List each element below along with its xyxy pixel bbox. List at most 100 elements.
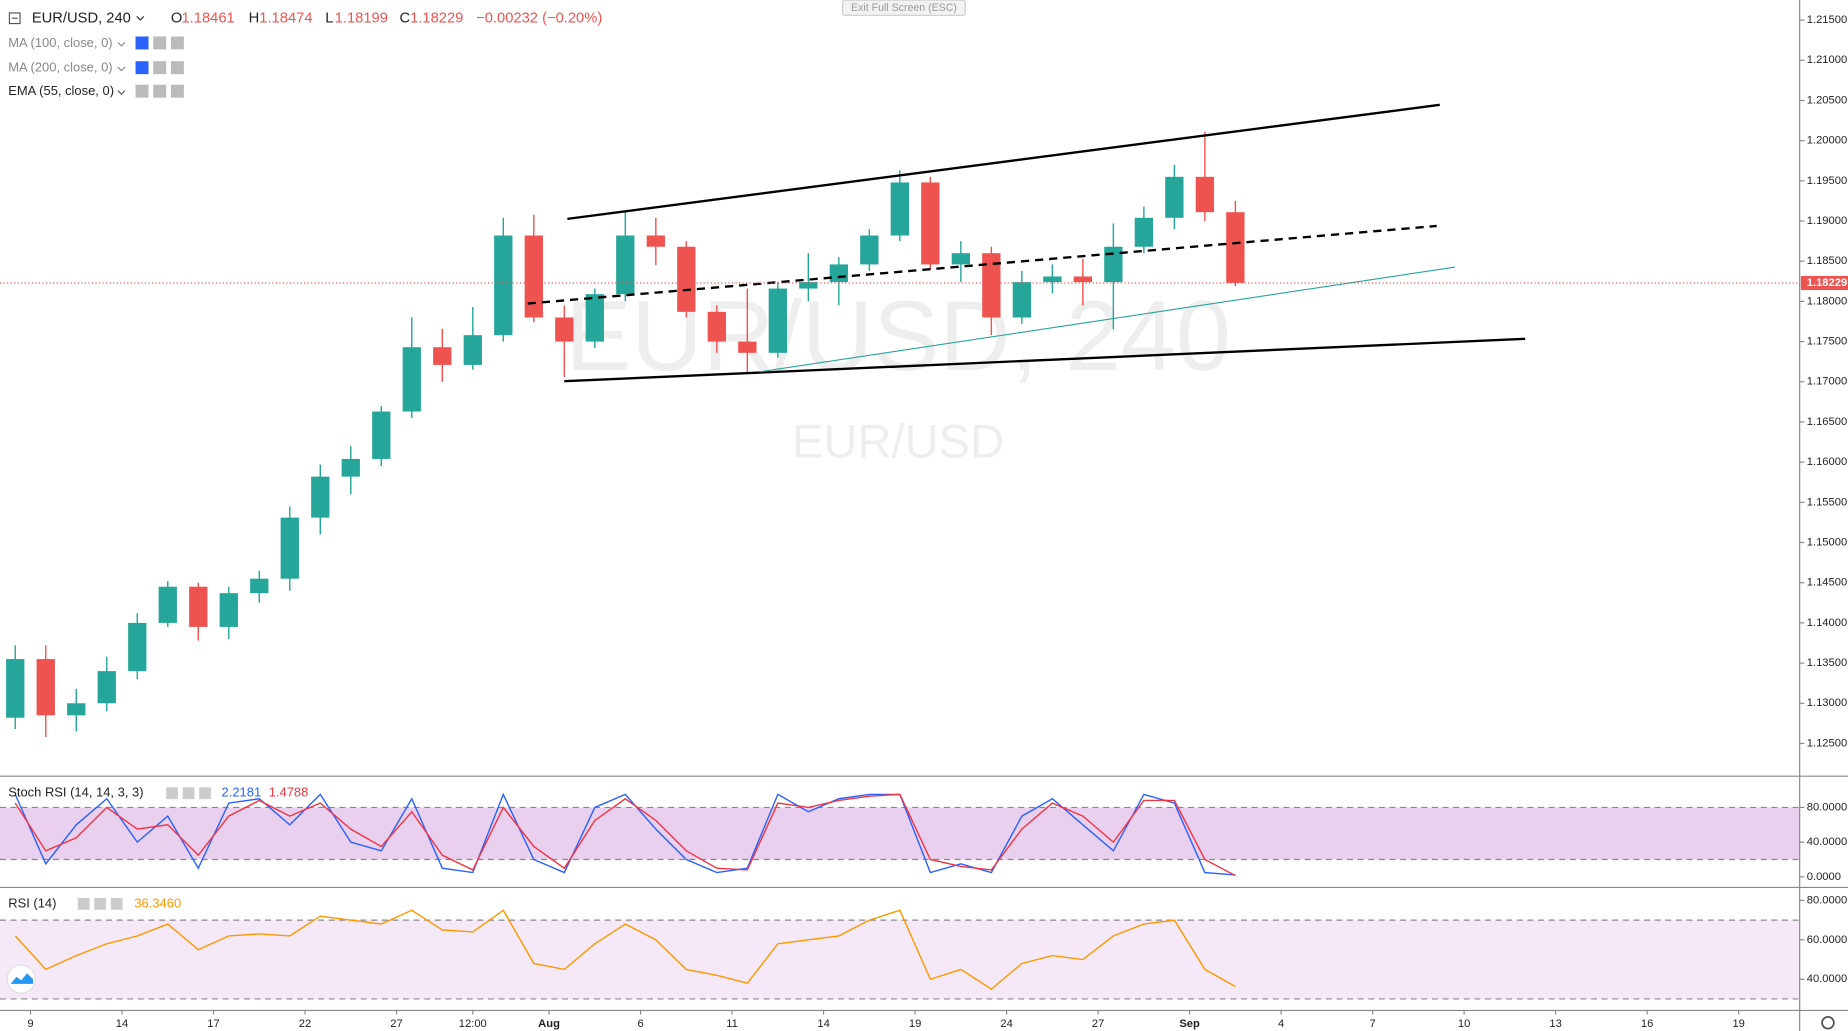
indicator-line <box>14 909 1236 990</box>
settings-icon[interactable] <box>182 787 195 800</box>
candle-body <box>463 335 482 365</box>
axes: 1.12500 1.13000 1.13500 1.14000 1.14500 1.150… <box>27 14 1848 1030</box>
candle-body <box>1012 282 1032 318</box>
candle-body <box>677 246 696 312</box>
candle-body <box>1104 246 1123 283</box>
watermark: EUR/USD, 240 EUR/USD <box>565 280 1231 467</box>
y-tick-label: 1.20500 <box>1807 94 1847 106</box>
y-tick-label: 1.13500 <box>1807 657 1847 669</box>
band <box>0 807 1800 860</box>
candle-body <box>280 517 299 579</box>
y-tick-label: 1.16000 <box>1807 456 1847 468</box>
visible-icon[interactable] <box>135 84 149 98</box>
legend: EUR/USD, 240 O 1.18461 H 1.18474 L 1.181… <box>8 11 602 98</box>
x-tick-label: 22 <box>299 1018 311 1030</box>
visible-icon[interactable] <box>166 787 178 800</box>
candle-body <box>1134 217 1154 247</box>
remove-icon[interactable] <box>170 61 184 75</box>
candle-body <box>97 671 116 704</box>
settings-icon[interactable] <box>153 36 167 50</box>
x-tick-label: 19 <box>1732 1018 1744 1030</box>
y-tick-label: 1.18500 <box>1807 255 1847 267</box>
band <box>0 920 1800 999</box>
visible-icon[interactable] <box>77 898 90 910</box>
x-tick-label: 14 <box>817 1018 829 1030</box>
candle-body <box>433 347 452 365</box>
x-tick-label: Sep <box>1179 1018 1200 1030</box>
y-tick-label: 1.16500 <box>1807 416 1847 428</box>
candle-body <box>799 282 818 289</box>
logo-mark <box>10 973 33 984</box>
trend-line <box>567 103 1440 221</box>
trend-line <box>759 266 1456 373</box>
y-tick-label: 1.18000 <box>1807 295 1847 307</box>
y-tick-label: 1.12500 <box>1807 737 1847 749</box>
open-label: O <box>171 11 182 27</box>
candle-body <box>982 253 1001 318</box>
close-label: C <box>400 11 411 27</box>
indicator-label[interactable]: EMA (55, close, 0) <box>8 83 114 98</box>
x-tick-label: 11 <box>726 1018 738 1030</box>
x-tick-label: 17 <box>207 1018 219 1030</box>
remove-icon[interactable] <box>110 898 123 910</box>
settings-icon[interactable] <box>94 898 107 910</box>
y-tick-label: 1.15500 <box>1807 496 1847 508</box>
candle-body <box>1226 212 1245 283</box>
open-value: 1.18461 <box>182 11 235 27</box>
plot-area <box>0 103 1800 1000</box>
candle-body <box>36 659 55 716</box>
y-tick-label: 80.0000 <box>1807 894 1847 906</box>
exit-fullscreen[interactable]: Exit Full Screen (ESC) <box>842 0 966 16</box>
pane-title[interactable]: RSI (14) <box>8 895 56 910</box>
x-tick-label: Aug <box>538 1018 560 1030</box>
collapse-icon[interactable] <box>8 12 21 25</box>
hidden-icon[interactable] <box>135 36 149 50</box>
button-label[interactable]: Exit Full Screen (ESC) <box>851 2 957 14</box>
pane-title[interactable]: Stoch RSI (14, 14, 3, 3) <box>8 785 143 800</box>
candle-body <box>707 311 726 342</box>
y-tick-label: 0.0000 <box>1807 871 1841 883</box>
indicator-label[interactable]: MA (200, close, 0) <box>8 60 112 75</box>
candle-body <box>738 341 757 353</box>
x-tick-label: 27 <box>1092 1018 1104 1030</box>
x-tick-label: 13 <box>1549 1018 1561 1030</box>
candle-body <box>646 235 665 247</box>
candle-body <box>372 411 391 459</box>
x-tick-label: 7 <box>1370 1018 1376 1030</box>
watermark-small: EUR/USD <box>792 414 1004 467</box>
d-value: 1.4788 <box>269 785 309 800</box>
candle-body <box>1195 176 1215 213</box>
candle-body <box>921 182 940 265</box>
x-tick-label: 19 <box>909 1018 921 1030</box>
remove-icon[interactable] <box>170 84 184 98</box>
candle-body <box>311 476 330 518</box>
logo[interactable] <box>6 964 36 994</box>
remove-icon[interactable] <box>199 787 211 800</box>
watermark-big: EUR/USD, 240 <box>565 280 1231 391</box>
symbol[interactable]: EUR/USD, 240 <box>32 11 131 27</box>
y-tick-label: 1.20000 <box>1807 135 1847 147</box>
symbol-chevron <box>136 16 145 21</box>
y-tick-label: 1.14000 <box>1807 617 1847 629</box>
settings-gear[interactable] <box>1821 1015 1835 1030</box>
y-tick-label: 1.17500 <box>1807 336 1847 348</box>
x-tick-label: 12:00 <box>459 1018 487 1030</box>
x-tick-label: 14 <box>116 1018 128 1030</box>
indicator-label[interactable]: MA (100, close, 0) <box>8 35 112 50</box>
y-tick-label: 1.14500 <box>1807 577 1847 589</box>
candle-body <box>890 182 909 236</box>
button-bg[interactable] <box>842 0 966 16</box>
settings-icon[interactable] <box>153 61 167 75</box>
y-tick-label: 1.19500 <box>1807 175 1847 187</box>
y-tick-label: 1.15000 <box>1807 536 1847 548</box>
hidden-icon[interactable] <box>135 61 149 75</box>
candle-body <box>402 347 421 412</box>
settings-icon[interactable] <box>153 84 167 98</box>
candle-body <box>1043 276 1062 283</box>
x-tick-label: 4 <box>1278 1018 1284 1030</box>
x-tick-label: 10 <box>1458 1018 1470 1030</box>
remove-icon[interactable] <box>170 36 184 50</box>
candle-body <box>219 593 238 627</box>
candle-body <box>860 235 879 265</box>
indicator-icons <box>135 36 184 50</box>
